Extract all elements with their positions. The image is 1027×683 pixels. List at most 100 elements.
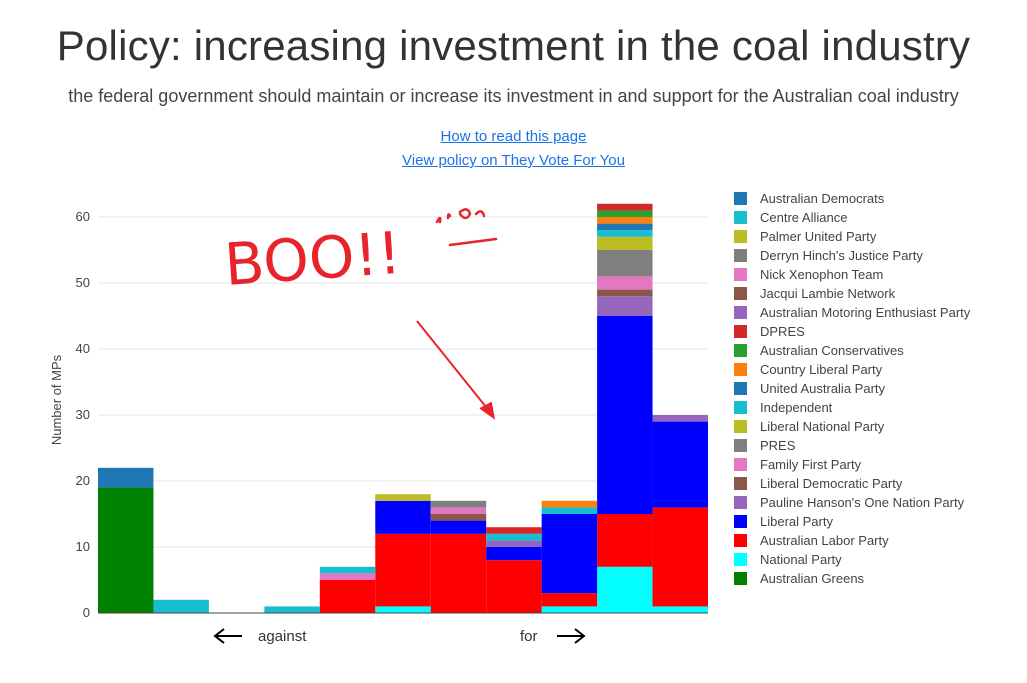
legend-item[interactable]: Jacqui Lambie Network [734, 284, 970, 303]
legend-item[interactable]: Centre Alliance [734, 208, 970, 227]
legend-swatch [734, 211, 747, 224]
legend-swatch [734, 534, 747, 547]
legend-item[interactable]: Australian Labor Party [734, 531, 970, 550]
bar-segment [597, 514, 653, 567]
page-subtitle: the federal government should maintain o… [68, 86, 959, 106]
legend-item[interactable]: Palmer United Party [734, 227, 970, 246]
legend-swatch [734, 287, 747, 300]
y-tick-label: 10 [76, 539, 90, 554]
legend-swatch [734, 420, 747, 433]
bar-segment [597, 276, 653, 290]
bar-segment [541, 593, 598, 607]
bar-segment [486, 527, 542, 534]
bar-segment [597, 566, 653, 613]
legend-swatch [734, 401, 747, 414]
bar-segment [597, 236, 653, 250]
legend-item[interactable]: Australian Democrats [734, 189, 970, 208]
legend-label: Liberal Democratic Party [760, 476, 903, 491]
bar-segment [153, 599, 209, 613]
boo-annotation-text: BOO!! [222, 219, 403, 299]
legend-label: Country Liberal Party [760, 362, 883, 377]
left-arrow-head-icon [213, 628, 225, 644]
bar-segment [486, 560, 542, 613]
legend-label: Independent [760, 400, 833, 415]
legend-label: Australian Labor Party [760, 533, 889, 548]
legend-swatch [734, 325, 747, 338]
legend-swatch [734, 553, 747, 566]
bar-segment [652, 415, 708, 422]
legend-item[interactable]: Family First Party [734, 455, 970, 474]
bar-segment [597, 223, 653, 231]
y-tick-label: 20 [76, 473, 90, 488]
bar-segment [597, 296, 653, 316]
legend-label: Nick Xenophon Team [760, 267, 884, 282]
legend-swatch [734, 477, 747, 490]
page-title: Policy: increasing investment in the coa… [56, 22, 971, 69]
bar-segment [264, 606, 320, 613]
legend-item[interactable]: United Australia Party [734, 379, 970, 398]
view-policy-link[interactable]: View policy on They Vote For You [402, 152, 625, 169]
legend-item[interactable]: PRES [734, 436, 970, 455]
legend-item[interactable]: DPRES [734, 322, 970, 341]
legend-swatch [734, 268, 747, 281]
legend-item[interactable]: Australian Conservatives [734, 341, 970, 360]
legend-swatch [734, 439, 747, 452]
legend-swatch [734, 344, 747, 357]
legend-swatch [734, 192, 747, 205]
legend-label: Family First Party [760, 457, 862, 472]
legend-label: Jacqui Lambie Network [760, 286, 896, 301]
bar-segment [541, 606, 598, 613]
chart-bars [98, 203, 708, 613]
bar-segment [486, 533, 542, 541]
legend-label: Australian Greens [760, 571, 865, 586]
legend-label: Palmer United Party [760, 229, 877, 244]
bar-segment [375, 500, 431, 534]
legend-item[interactable]: Derryn Hinch's Justice Party [734, 246, 970, 265]
legend-item[interactable]: Australian Motoring Enthusiast Party [734, 303, 970, 322]
bar-segment [597, 316, 653, 514]
for-direction: for [520, 628, 586, 645]
bar-segment [597, 210, 653, 217]
legend-swatch [734, 572, 747, 585]
legend-label: PRES [760, 438, 796, 453]
legend-label: Derryn Hinch's Justice Party [760, 248, 923, 263]
legend-item[interactable]: National Party [734, 550, 970, 569]
bar-segment [319, 580, 376, 613]
legend-item[interactable]: Liberal Democratic Party [734, 474, 970, 493]
legend-label: Centre Alliance [760, 210, 848, 225]
legend-item[interactable]: Independent [734, 398, 970, 417]
y-tick-label: 50 [76, 275, 90, 290]
how-to-read-link[interactable]: How to read this page [440, 128, 587, 145]
bar-segment [486, 540, 542, 547]
y-tick-label: 0 [83, 605, 90, 620]
legend-item[interactable]: Australian Greens [734, 569, 970, 588]
bar-segment [597, 250, 653, 277]
bar-segment [430, 507, 487, 514]
bar-segment [541, 514, 598, 594]
legend-label: Liberal Party [760, 514, 833, 529]
bar-segment [98, 487, 154, 613]
handwritten-annotation: BOO!! [222, 208, 498, 420]
bar-segment [430, 520, 487, 534]
legend-item[interactable]: Liberal National Party [734, 417, 970, 436]
bar-segment [430, 514, 487, 521]
bar-segment [597, 289, 653, 297]
bar-segment [597, 230, 653, 237]
against-direction: against [213, 628, 307, 645]
legend-item[interactable]: Liberal Party [734, 512, 970, 531]
bar-segment [375, 494, 431, 501]
bar-segment [375, 606, 431, 613]
legend-swatch [734, 249, 747, 262]
bar-segment [652, 507, 708, 607]
bar-segment [597, 217, 653, 224]
view-policy-link-row: View policy on They Vote For You [0, 152, 1027, 169]
legend-item[interactable]: Pauline Hanson's One Nation Party [734, 493, 970, 512]
legend-item[interactable]: Country Liberal Party [734, 360, 970, 379]
legend-label: Australian Conservatives [760, 343, 904, 358]
bar-segment [375, 533, 431, 607]
legend-item[interactable]: Nick Xenophon Team [734, 265, 970, 284]
y-axis-label: Number of MPs [49, 354, 64, 445]
y-tick-label: 60 [76, 209, 90, 224]
against-label: against [258, 628, 307, 645]
